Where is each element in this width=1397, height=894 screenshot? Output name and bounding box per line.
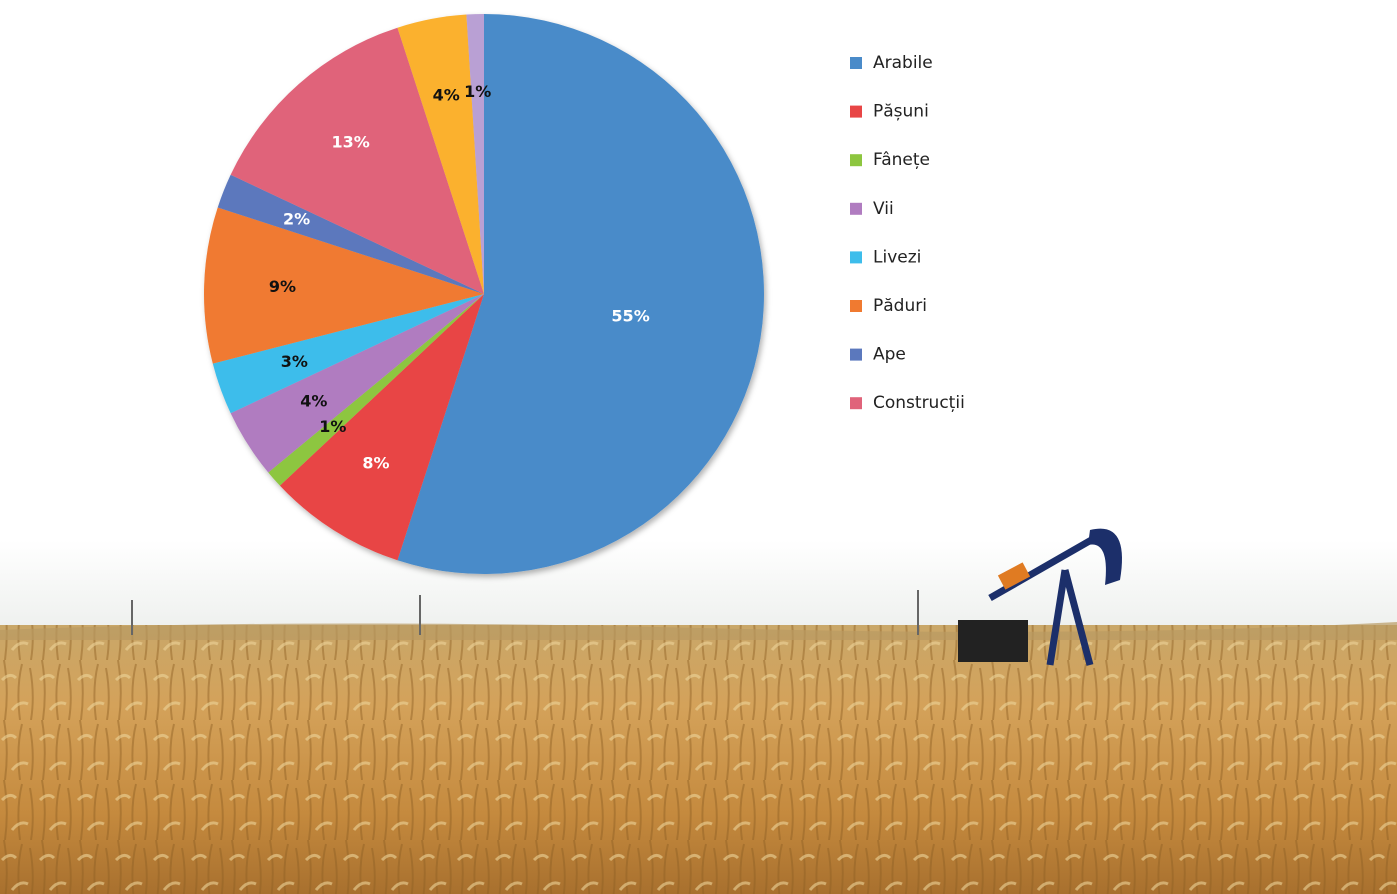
slice-label: 8%: [362, 454, 389, 473]
pie-slice: [212, 294, 484, 414]
slice-label: 55%: [611, 307, 649, 326]
legend-swatch: [850, 348, 862, 361]
legend-label: Pășuni: [873, 102, 929, 122]
legend-label: Fânețe: [873, 150, 930, 170]
slice-label: 2%: [283, 209, 310, 228]
legend-label: Păduri: [873, 296, 927, 316]
slice-label: 3%: [281, 352, 308, 371]
legend-label: Ape: [873, 345, 906, 365]
slice-label: 1%: [464, 82, 491, 101]
slice-label: 1%: [319, 417, 346, 436]
legend-swatch: [850, 105, 862, 118]
pie-slice: [268, 294, 484, 486]
slice-label: 13%: [332, 132, 370, 151]
legend-swatch: [850, 202, 862, 215]
legend-swatch: [850, 57, 862, 69]
pie-slice: [230, 27, 484, 295]
slice-label: 4%: [300, 392, 327, 411]
legend-label: Livezi: [873, 247, 921, 267]
legend-swatch: [850, 397, 862, 410]
slice-labels: 55%8%1%4%3%9%2%13%4% 1%: [269, 82, 650, 473]
legend-label: Construcții: [873, 393, 965, 413]
pie: [204, 14, 764, 574]
pie-slice: [217, 174, 485, 294]
slice-label: 9%: [269, 277, 296, 296]
pie-slice: [397, 14, 764, 574]
pie-slice: [466, 14, 484, 294]
legend-swatch: [850, 251, 862, 264]
pie-slice: [279, 294, 484, 561]
legend-swatch: [850, 154, 862, 167]
legend-label: Vii: [873, 199, 894, 219]
slice-label: 4%: [433, 85, 460, 104]
pie-slice: [204, 207, 485, 364]
background-photo: [0, 528, 1397, 894]
legend: Arabile Pășuni Fânețe Vii Livezi Păduri Ape Con…: [850, 53, 965, 413]
legend-swatch: [850, 300, 862, 312]
pie-slice: [397, 14, 484, 294]
legend-label: Arabile: [873, 53, 933, 73]
pie-slice: [230, 294, 484, 473]
